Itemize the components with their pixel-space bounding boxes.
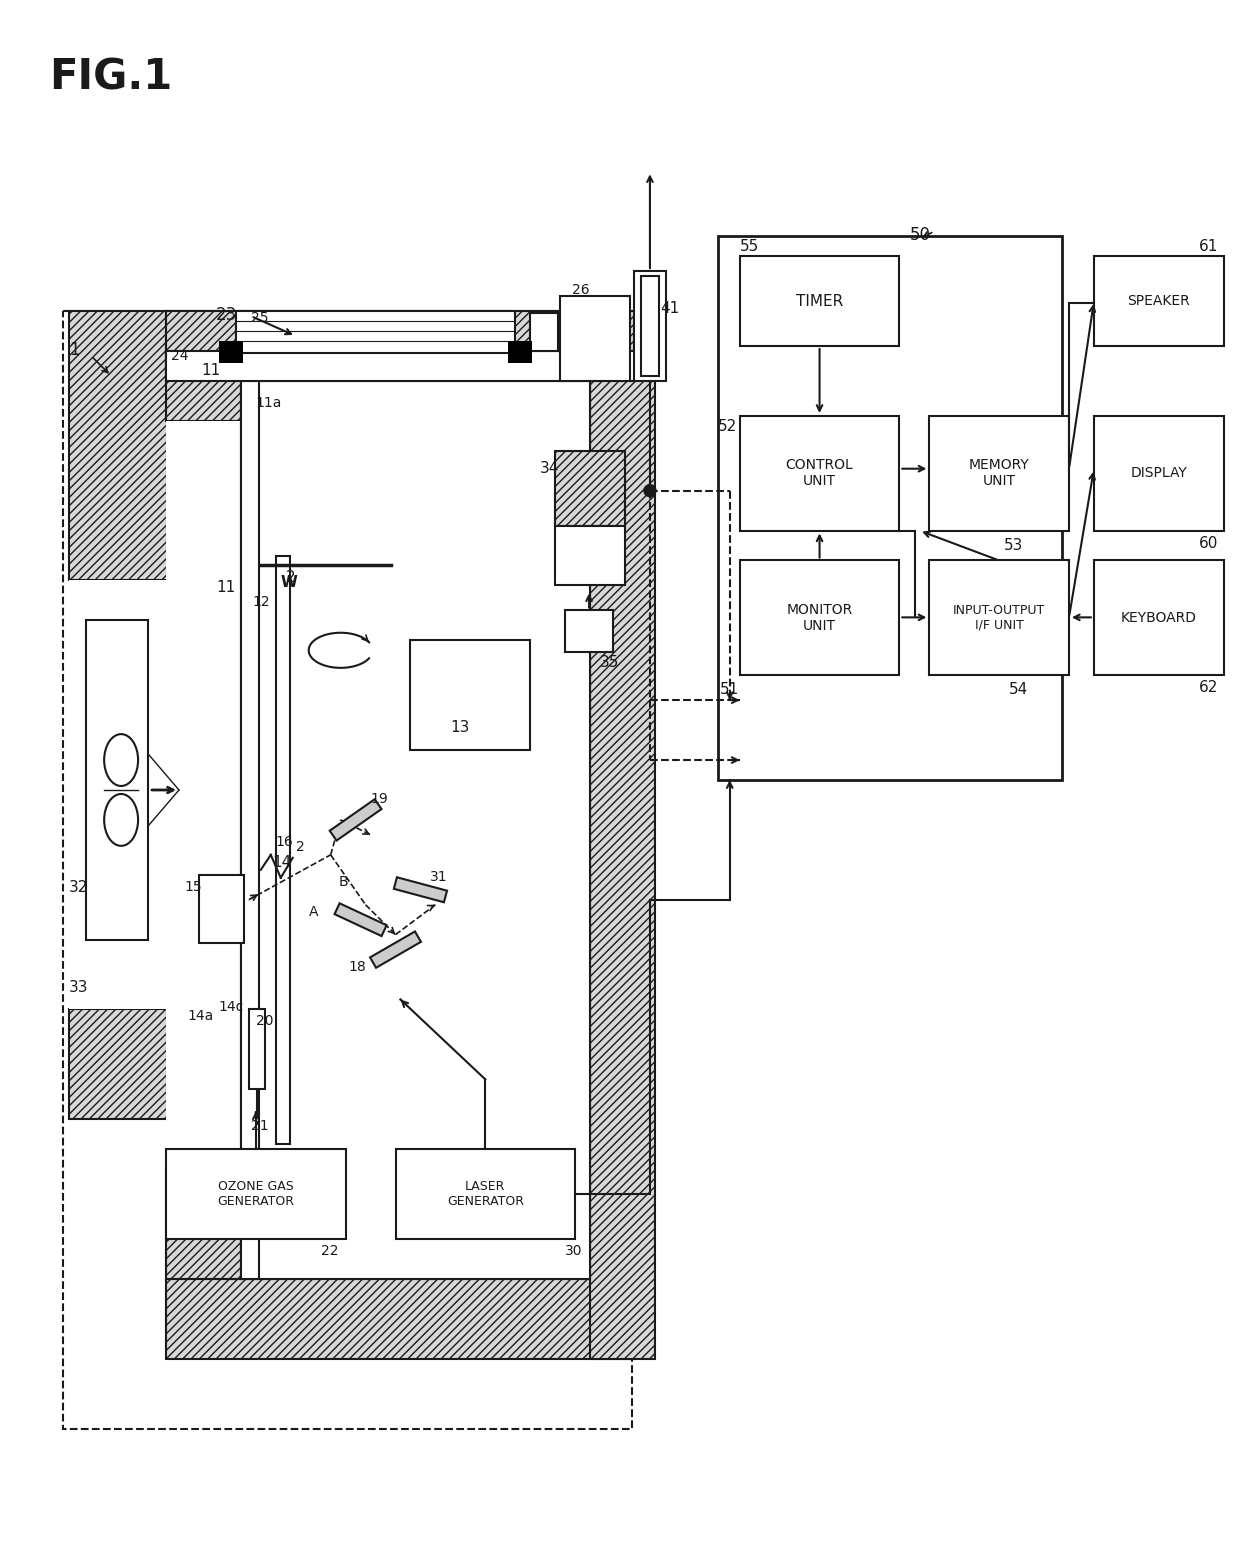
Text: 32: 32 <box>69 880 88 894</box>
Bar <box>1094 256 1224 345</box>
Bar <box>929 416 1069 530</box>
Text: 2: 2 <box>285 570 295 586</box>
Text: 18: 18 <box>348 960 366 974</box>
Text: 31: 31 <box>430 869 448 883</box>
Text: 15: 15 <box>184 880 202 894</box>
Text: 11: 11 <box>216 580 236 596</box>
Text: OZONE GAS
GENERATOR: OZONE GAS GENERATOR <box>217 1180 294 1208</box>
Bar <box>556 525 625 586</box>
Bar <box>166 352 635 381</box>
Polygon shape <box>394 877 448 902</box>
Text: 14a: 14a <box>187 1010 213 1024</box>
Text: 19: 19 <box>371 792 388 807</box>
Text: 52: 52 <box>718 419 737 435</box>
Bar <box>740 416 899 530</box>
Bar <box>69 580 167 1010</box>
Bar <box>556 450 625 525</box>
Text: 14: 14 <box>273 855 293 871</box>
Text: 16: 16 <box>275 835 294 849</box>
Text: KEYBOARD: KEYBOARD <box>1121 611 1197 625</box>
Bar <box>166 311 241 420</box>
Bar <box>69 311 167 580</box>
Text: 51: 51 <box>719 681 739 697</box>
Text: 21: 21 <box>250 1119 268 1133</box>
Text: 25: 25 <box>250 311 268 325</box>
Bar <box>236 311 516 353</box>
Text: TIMER: TIMER <box>796 294 843 308</box>
Text: MONITOR
UNIT: MONITOR UNIT <box>786 603 853 633</box>
Text: 61: 61 <box>1199 239 1218 255</box>
Bar <box>241 381 259 1279</box>
Bar <box>166 1279 635 1358</box>
Bar <box>1094 561 1224 675</box>
Text: 54: 54 <box>1009 681 1028 697</box>
Bar <box>87 621 148 939</box>
Bar <box>740 561 899 675</box>
Text: INPUT-OUTPUT
I/F UNIT: INPUT-OUTPUT I/F UNIT <box>954 603 1045 631</box>
Ellipse shape <box>104 735 138 786</box>
Text: 34: 34 <box>541 461 559 475</box>
Bar <box>166 311 635 381</box>
Bar <box>560 295 630 381</box>
Bar <box>275 555 290 1144</box>
Ellipse shape <box>104 794 138 846</box>
Bar <box>410 641 531 750</box>
Bar <box>718 236 1061 780</box>
Text: 26: 26 <box>572 283 590 297</box>
Polygon shape <box>335 903 387 936</box>
Text: DISPLAY: DISPLAY <box>1131 466 1187 480</box>
Text: 55: 55 <box>740 239 759 255</box>
Text: 13: 13 <box>450 721 470 735</box>
Polygon shape <box>330 799 382 841</box>
Bar <box>740 256 899 345</box>
Text: W: W <box>280 575 298 591</box>
Polygon shape <box>370 932 420 967</box>
Bar <box>396 1149 575 1239</box>
Text: 14c: 14c <box>219 999 244 1013</box>
Text: FIG.1: FIG.1 <box>50 56 172 98</box>
Bar <box>166 420 241 1169</box>
Text: 11: 11 <box>201 363 221 378</box>
Text: 11a: 11a <box>255 395 283 410</box>
Text: 41: 41 <box>660 302 680 316</box>
Bar <box>198 875 244 942</box>
Bar <box>641 277 658 377</box>
Bar <box>63 311 632 1429</box>
Text: SPEAKER: SPEAKER <box>1127 294 1190 308</box>
Bar <box>249 1010 265 1089</box>
Bar <box>69 1010 167 1119</box>
Bar <box>531 313 558 352</box>
Text: 2: 2 <box>295 839 305 853</box>
Text: A: A <box>309 905 319 919</box>
Bar <box>166 1149 346 1239</box>
Text: LASER
GENERATOR: LASER GENERATOR <box>446 1180 523 1208</box>
Text: 20: 20 <box>255 1014 273 1028</box>
Text: MEMORY
UNIT: MEMORY UNIT <box>968 458 1029 488</box>
Bar <box>634 270 666 381</box>
Text: 1: 1 <box>69 341 79 359</box>
Text: CONTROL
UNIT: CONTROL UNIT <box>786 458 853 488</box>
Text: 50: 50 <box>909 227 930 244</box>
Bar <box>508 341 532 363</box>
Text: 35: 35 <box>600 655 620 671</box>
Bar <box>565 611 613 652</box>
Text: 30: 30 <box>565 1244 583 1258</box>
Text: B: B <box>339 875 348 889</box>
Text: 33: 33 <box>69 980 89 994</box>
Bar <box>241 381 590 1279</box>
Text: 62: 62 <box>1199 680 1218 696</box>
Bar <box>1094 416 1224 530</box>
Text: 12: 12 <box>253 596 270 610</box>
Text: 60: 60 <box>1199 536 1218 550</box>
Text: 53: 53 <box>1004 538 1023 553</box>
Bar <box>929 561 1069 675</box>
Bar <box>166 1169 241 1279</box>
Circle shape <box>644 485 656 497</box>
Text: 23: 23 <box>216 306 237 324</box>
Bar <box>219 341 243 363</box>
Text: 24: 24 <box>171 349 188 363</box>
Bar <box>590 311 655 1358</box>
Text: 22: 22 <box>321 1244 339 1258</box>
